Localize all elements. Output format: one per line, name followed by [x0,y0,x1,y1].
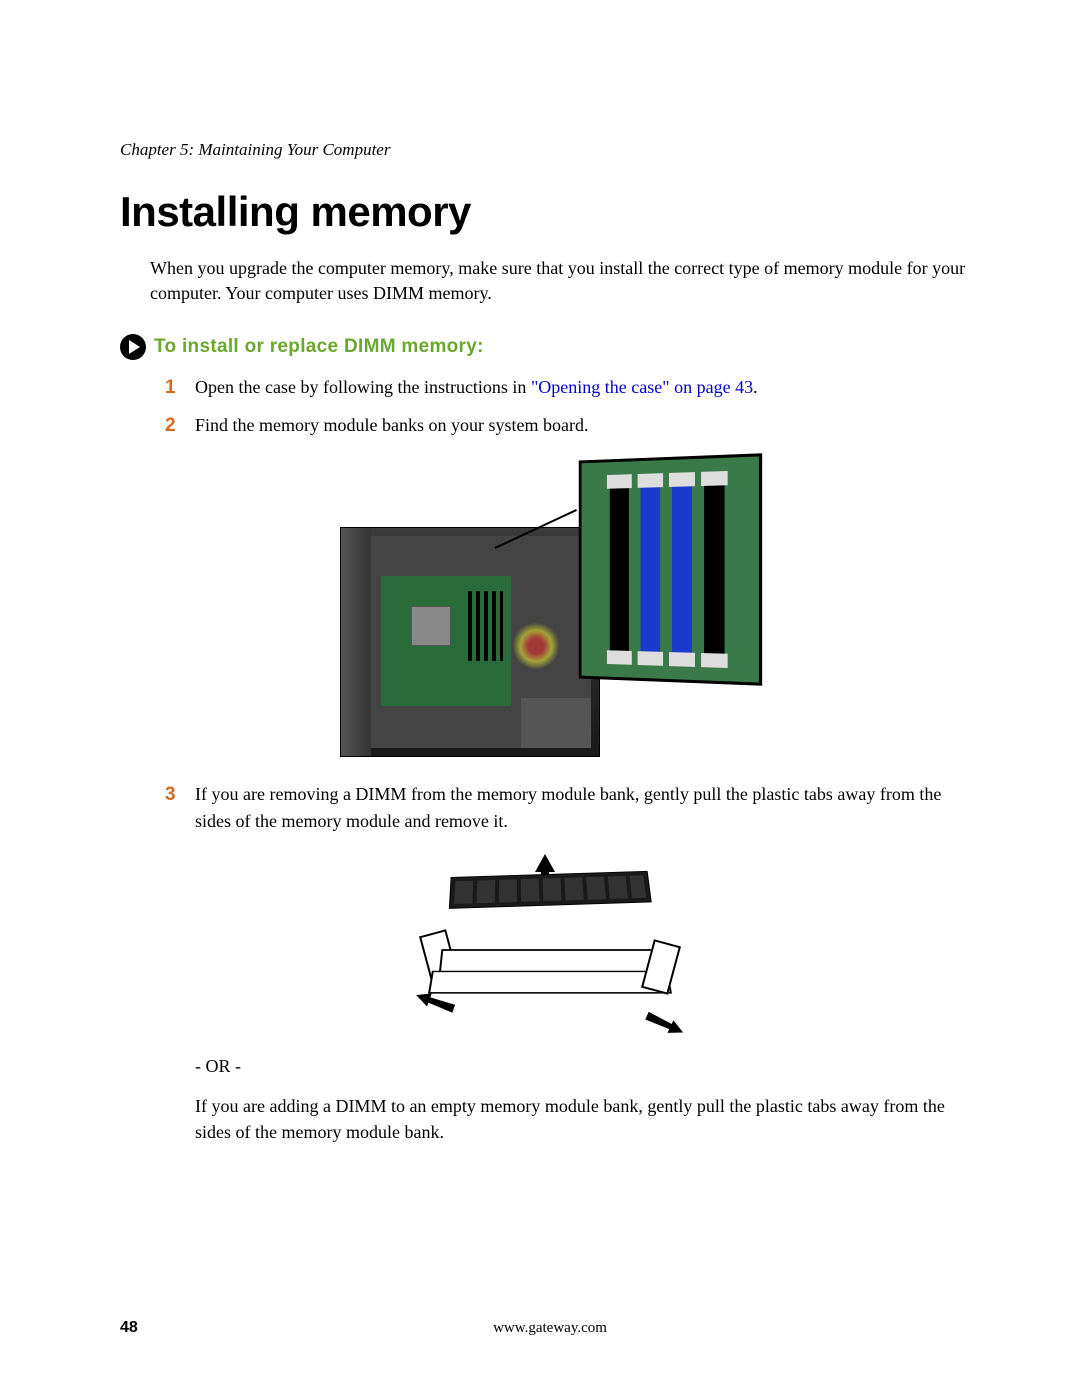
continuation-paragraph: If you are adding a DIMM to an empty mem… [195,1093,980,1145]
arrow-up-icon [535,854,555,872]
dimm-socket-illustration [410,927,690,1007]
step-number: 2 [165,412,183,440]
step-1: 1 Open the case by following the instruc… [165,374,980,402]
figure-computer-case [340,457,760,757]
arrow-right-icon [644,1009,686,1039]
or-separator: - OR - [195,1056,980,1077]
case-front-panel [341,528,371,756]
dimm-chips-illustration [454,875,646,904]
computer-case-illustration [340,527,600,757]
psu-illustration [521,698,591,748]
figure-dimm-removal [380,852,720,1032]
figure-1-container [120,457,980,757]
step-number: 1 [165,374,183,402]
dimm-slot-illustration [672,475,692,666]
memory-slots-illustration [468,591,503,661]
figure-2-container [120,852,980,1032]
dimm-slot-illustration [610,477,629,663]
step-text-before: Open the case by following the instructi… [195,377,531,397]
intro-paragraph: When you upgrade the computer memory, ma… [150,256,980,306]
step-text: If you are removing a DIMM from the memo… [195,781,980,833]
footer-url: www.gateway.com [493,1320,607,1337]
step-3: 3 If you are removing a DIMM from the me… [165,781,980,833]
case-interior [371,536,591,748]
dimm-slot-illustration [641,476,661,665]
step-text: Find the memory module banks on your sys… [195,412,980,440]
page-content: Chapter 5: Maintaining Your Computer Ins… [0,0,1080,1205]
clip-right-illustration [641,939,681,995]
chapter-header: Chapter 5: Maintaining Your Computer [120,140,980,160]
subsection-title: To install or replace DIMM memory: [154,336,484,358]
step-text-after: . [753,377,758,397]
callout-zoom-box [579,454,762,686]
step-text: Open the case by following the instructi… [195,374,980,402]
dimm-module-illustration [449,870,652,908]
dimm-slot-illustration [704,474,724,667]
page-title: Installing memory [120,188,980,236]
play-icon [120,334,146,360]
wires-illustration [511,616,561,676]
cross-reference-link[interactable]: "Opening the case" on page 43 [531,377,753,397]
cpu-socket-illustration [411,606,451,646]
subsection-header: To install or replace DIMM memory: [120,334,980,360]
page-number: 48 [120,1319,138,1337]
step-2: 2 Find the memory module banks on your s… [165,412,980,440]
page-footer: 48 www.gateway.com [120,1319,980,1337]
socket-base-illustration [428,970,672,993]
motherboard-illustration [381,576,511,706]
step-number: 3 [165,781,183,833]
